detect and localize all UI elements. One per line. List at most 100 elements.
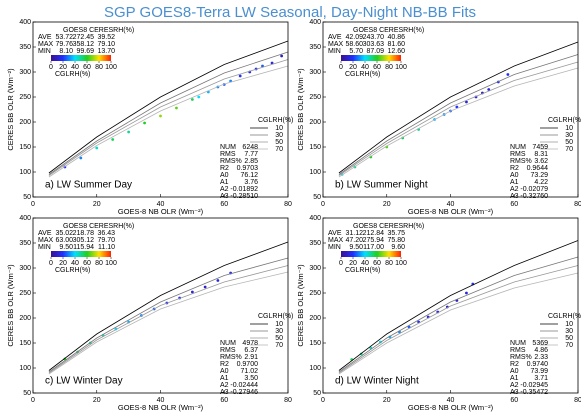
stats-header: GOES8 CERESRH(%) — [353, 27, 424, 34]
scatter-point — [111, 138, 115, 141]
fit-stat-name: A1 — [510, 179, 519, 186]
x-tick-label: 40 — [447, 397, 455, 404]
stats-cell: 58.60 — [345, 41, 363, 48]
fit-stat-value: 73.99 — [530, 368, 548, 375]
scatter-point — [487, 88, 491, 91]
colorbar-label: CGLRH(%) — [55, 267, 90, 274]
scatter-point — [95, 146, 99, 150]
legend-label: 70 — [275, 146, 283, 153]
x-tick-label: 0 — [321, 397, 325, 404]
fit-stat-name: A2 — [220, 382, 229, 389]
scatter-point — [190, 98, 194, 101]
fit-curve — [48, 265, 289, 374]
stats-cell: 8.10 — [59, 48, 73, 55]
stats-row-name: MAX — [328, 41, 344, 48]
y-tick-label: 350 — [19, 44, 31, 51]
colorbar-label: CGLRH(%) — [345, 71, 380, 78]
x-tick-label: 80 — [284, 397, 292, 404]
colorbar-tick-label: 20 — [59, 260, 67, 267]
y-tick-label: 400 — [19, 215, 31, 222]
x-axis-label: GOES-8 NB OLR (Wm⁻²) — [408, 207, 494, 216]
x-tick-label: 20 — [93, 397, 101, 404]
stats-cell: 272.45 — [73, 34, 95, 41]
stats-cell: 12.60 — [387, 48, 405, 55]
scatter-point — [270, 61, 274, 65]
fit-stat-name: A3 — [510, 389, 519, 396]
y-tick-label: 50 — [23, 390, 31, 397]
stats-cell: 5.70 — [349, 48, 363, 55]
fit-stat-name: A2 — [510, 186, 519, 193]
stats-row-name: AVE — [38, 230, 52, 237]
fit-stat-name: A0 — [510, 368, 519, 375]
stats-cell: 31.12 — [345, 230, 363, 237]
fit-stat-value: 6248 — [242, 144, 258, 151]
fit-stat-value: 71.02 — [240, 368, 258, 375]
stats-row-name: MAX — [38, 237, 54, 244]
fit-curve — [48, 257, 289, 373]
fit-stat-name: A0 — [220, 368, 229, 375]
colorbar-tick-label: 40 — [361, 64, 369, 71]
fit-stat-name: A3 — [510, 193, 519, 200]
stats-header: GOES8 CERESRH(%) — [353, 223, 424, 230]
colorbar — [51, 251, 111, 257]
x-tick-label: 60 — [510, 201, 518, 208]
legend-title: CGLRH(%) — [258, 313, 293, 320]
scatter-point — [127, 130, 131, 134]
frame — [32, 21, 289, 198]
colorbar-tick-label: 40 — [71, 64, 79, 71]
fit-stat-name: NUM — [510, 340, 526, 347]
fit-curve — [338, 272, 579, 375]
stats-cell: 87.09 — [366, 48, 384, 55]
y-tick-label: 50 — [313, 194, 321, 201]
colorbar-tick-label: 80 — [385, 260, 393, 267]
fit-curve — [338, 61, 579, 176]
fit-stat-value: 3.76 — [244, 179, 258, 186]
legend-title: CGLRH(%) — [258, 117, 293, 124]
fit-stat-name: A1 — [220, 375, 229, 382]
y-axis-label: CERES BB OLR (Wm⁻²) — [6, 68, 15, 151]
y-axis-label: CERES BB OLR (Wm⁻²) — [6, 264, 15, 347]
fit-stat-value: 4978 — [242, 340, 258, 347]
panel-label: c) LW Winter Day — [45, 376, 123, 387]
stats-cell: 40.86 — [387, 34, 405, 41]
stats-cell: 117.00 — [363, 244, 384, 251]
fit-stat-value: -0.28510 — [230, 193, 258, 200]
x-tick-label: 60 — [220, 397, 228, 404]
stats-row-name: MIN — [328, 244, 341, 251]
colorbar-tick-label: 100 — [395, 64, 407, 71]
y-tick-label: 200 — [19, 315, 31, 322]
y-axis-label: CERES BB OLR (Wm⁻²) — [296, 264, 305, 347]
fit-stat-name: A1 — [510, 375, 519, 382]
scatter-point — [238, 74, 242, 78]
stats-cell: 212.84 — [363, 230, 385, 237]
frame — [322, 217, 579, 394]
fit-stat-value: -0.27946 — [230, 389, 258, 396]
stats-cell: 81.60 — [387, 41, 405, 48]
fit-curve — [338, 256, 579, 373]
stats-row-name: AVE — [328, 34, 342, 41]
fit-stat-value: 4.86 — [534, 347, 548, 354]
fit-stat-value: 2.85 — [244, 158, 258, 165]
fit-stat-value: -0.02079 — [520, 186, 548, 193]
fit-stat-name: A1 — [220, 179, 229, 186]
frame — [32, 217, 289, 394]
fit-stat-value: -0.02444 — [230, 382, 258, 389]
legend-label: 50 — [275, 335, 283, 342]
panel-label: d) LW Winter Night — [335, 376, 419, 387]
y-tick-label: 150 — [19, 144, 31, 151]
y-tick-label: 200 — [309, 315, 321, 322]
stats-header: GOES8 CERESRH(%) — [63, 27, 134, 34]
x-tick-label: 0 — [31, 201, 35, 208]
stats-cell: 99.69 — [76, 48, 94, 55]
figure-title: SGP GOES8-Terra LW Seasonal, Day-Night N… — [104, 4, 476, 21]
fit-stat-value: 0.9740 — [527, 361, 549, 368]
fit-stat-value: 2.33 — [534, 354, 548, 361]
stats-cell: 9.50 — [59, 244, 73, 251]
x-tick-label: 20 — [383, 201, 391, 208]
x-axis-label: GOES-8 NB OLR (Wm⁻²) — [408, 403, 494, 412]
y-tick-label: 350 — [309, 240, 321, 247]
stats-cell: 243.70 — [363, 34, 385, 41]
x-tick-label: 40 — [447, 201, 455, 208]
colorbar-tick-label: 0 — [49, 64, 53, 71]
fit-stat-value: 7.77 — [244, 151, 258, 158]
